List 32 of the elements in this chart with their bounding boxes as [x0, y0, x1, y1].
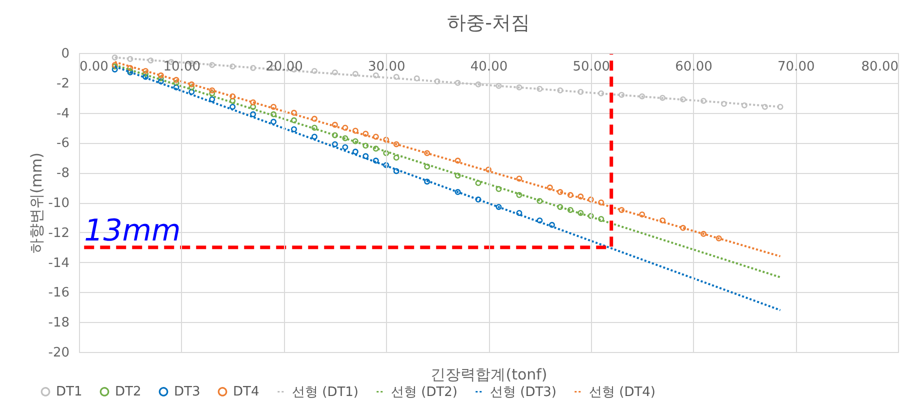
x-tick-label: 60.00	[675, 60, 712, 74]
legend-label: DT4	[233, 384, 260, 400]
y-tick-label: -12	[48, 226, 70, 241]
legend-label: 선형 (DT1)	[292, 384, 358, 400]
y-tick-label: 0	[61, 46, 70, 62]
legend-label: 선형 (DT2)	[391, 384, 458, 400]
y-tick-label: -8	[56, 166, 70, 182]
x-tick-label: 0.00	[80, 60, 108, 74]
y-tick-label: -10	[48, 196, 70, 211]
x-axis-title: 긴장력합계(tonf)	[430, 366, 548, 384]
x-tick-label: 70.00	[778, 60, 815, 74]
y-tick-label: -20	[48, 346, 70, 360]
y-axis-title: 하향변위(mm)	[27, 152, 46, 254]
y-tick-label: -4	[56, 106, 70, 122]
x-tick-label: 30.00	[368, 60, 406, 74]
y-tick-label: -6	[56, 136, 70, 152]
x-tick-label: 80.00	[861, 60, 898, 74]
chart-title: 하중-처짐	[447, 12, 530, 34]
legend-label: DT1	[56, 384, 82, 400]
y-tick-label: -14	[48, 256, 70, 271]
x-tick-label: 50.00	[572, 60, 610, 74]
legend-label: 선형 (DT3)	[490, 384, 556, 400]
x-tick-label: 20.00	[266, 60, 303, 74]
x-tick-label: 40.00	[470, 60, 508, 74]
y-tick-label: -16	[48, 286, 70, 301]
legend-label: 선형 (DT4)	[589, 384, 656, 400]
y-tick-label: -2	[56, 76, 70, 92]
y-tick-label: -18	[48, 316, 70, 331]
x-tick-label: 10.00	[163, 60, 200, 74]
legend-label: DT2	[115, 384, 142, 400]
annotation: 13mm	[84, 213, 181, 248]
legend-label: DT3	[174, 384, 200, 400]
